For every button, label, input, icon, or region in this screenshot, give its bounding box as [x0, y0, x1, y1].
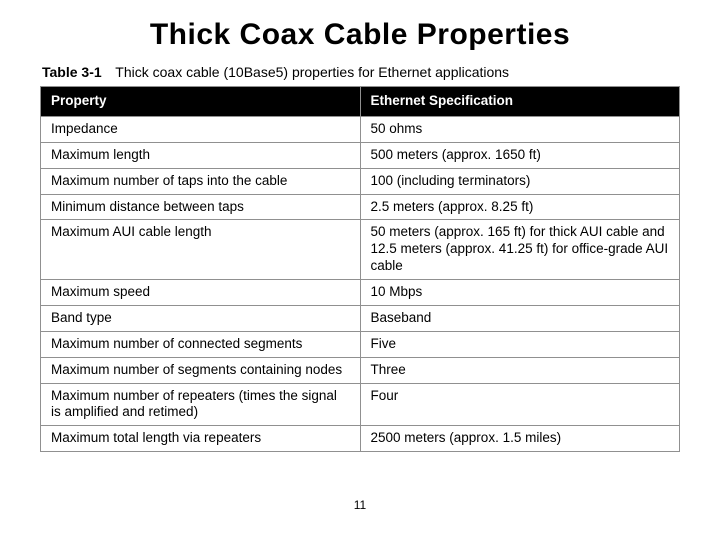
page-number: 11	[0, 498, 720, 512]
cell-property: Maximum number of repeaters (times the s…	[41, 383, 361, 426]
cell-property: Maximum number of connected segments	[41, 331, 361, 357]
page-title: Thick Coax Cable Properties	[40, 18, 680, 52]
table-row: Maximum number of repeaters (times the s…	[41, 383, 680, 426]
cell-spec: 10 Mbps	[360, 280, 680, 306]
cell-spec: 50 meters (approx. 165 ft) for thick AUI…	[360, 220, 680, 280]
cell-property: Maximum number of taps into the cable	[41, 168, 361, 194]
cell-property: Maximum length	[41, 142, 361, 168]
table-row: Maximum speed 10 Mbps	[41, 280, 680, 306]
table-row: Maximum number of taps into the cable 10…	[41, 168, 680, 194]
table-row: Maximum total length via repeaters 2500 …	[41, 426, 680, 452]
caption-text: Thick coax cable (10Base5) properties fo…	[115, 64, 509, 80]
table-row: Maximum number of segments containing no…	[41, 357, 680, 383]
cell-property: Maximum number of segments containing no…	[41, 357, 361, 383]
table-row: Maximum length 500 meters (approx. 1650 …	[41, 142, 680, 168]
cell-property: Minimum distance between taps	[41, 194, 361, 220]
table-row: Minimum distance between taps 2.5 meters…	[41, 194, 680, 220]
cell-spec: Three	[360, 357, 680, 383]
cell-spec: 2500 meters (approx. 1.5 miles)	[360, 426, 680, 452]
table-row: Impedance 50 ohms	[41, 116, 680, 142]
cell-spec: 2.5 meters (approx. 8.25 ft)	[360, 194, 680, 220]
cell-property: Band type	[41, 305, 361, 331]
caption-label: Table 3-1	[42, 64, 102, 80]
cell-property: Maximum speed	[41, 280, 361, 306]
cell-property: Maximum total length via repeaters	[41, 426, 361, 452]
col-header-property: Property	[41, 87, 361, 117]
cell-spec: 50 ohms	[360, 116, 680, 142]
table-header-row: Property Ethernet Specification	[41, 87, 680, 117]
table-row: Maximum number of connected segments Fiv…	[41, 331, 680, 357]
table-row: Maximum AUI cable length 50 meters (appr…	[41, 220, 680, 280]
cell-spec: Five	[360, 331, 680, 357]
table-row: Band type Baseband	[41, 305, 680, 331]
slide: Thick Coax Cable Properties Table 3-1 Th…	[0, 0, 720, 540]
cell-spec: Baseband	[360, 305, 680, 331]
col-header-spec: Ethernet Specification	[360, 87, 680, 117]
cell-property: Impedance	[41, 116, 361, 142]
cell-spec: 100 (including terminators)	[360, 168, 680, 194]
cell-spec: 500 meters (approx. 1650 ft)	[360, 142, 680, 168]
table-caption: Table 3-1 Thick coax cable (10Base5) pro…	[40, 64, 680, 80]
cell-property: Maximum AUI cable length	[41, 220, 361, 280]
cell-spec: Four	[360, 383, 680, 426]
properties-table: Property Ethernet Specification Impedanc…	[40, 86, 680, 452]
